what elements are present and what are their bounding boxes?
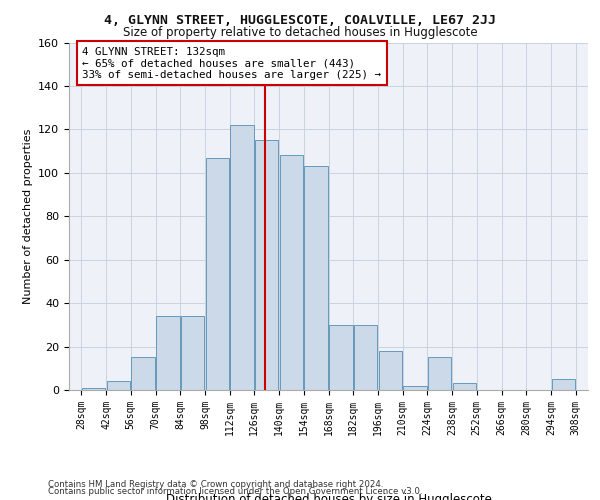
Bar: [230, 125, 254, 390]
Text: Size of property relative to detached houses in Hugglescote: Size of property relative to detached ho…: [122, 26, 478, 39]
Text: 4 GLYNN STREET: 132sqm
← 65% of detached houses are smaller (443)
33% of semi-de: 4 GLYNN STREET: 132sqm ← 65% of detached…: [82, 47, 381, 80]
Text: Contains HM Land Registry data © Crown copyright and database right 2024.: Contains HM Land Registry data © Crown c…: [48, 480, 383, 489]
Bar: [156, 316, 179, 390]
Y-axis label: Number of detached properties: Number of detached properties: [23, 128, 32, 304]
Bar: [551, 379, 575, 390]
Bar: [206, 158, 229, 390]
Bar: [428, 358, 451, 390]
X-axis label: Distribution of detached houses by size in Hugglescote: Distribution of detached houses by size …: [166, 494, 491, 500]
Bar: [304, 166, 328, 390]
Bar: [131, 358, 155, 390]
Bar: [107, 382, 130, 390]
Bar: [82, 388, 106, 390]
Bar: [379, 351, 402, 390]
Bar: [280, 156, 303, 390]
Text: 4, GLYNN STREET, HUGGLESCOTE, COALVILLE, LE67 2JJ: 4, GLYNN STREET, HUGGLESCOTE, COALVILLE,…: [104, 14, 496, 27]
Bar: [403, 386, 427, 390]
Bar: [255, 140, 278, 390]
Bar: [354, 325, 377, 390]
Text: Contains public sector information licensed under the Open Government Licence v3: Contains public sector information licen…: [48, 488, 422, 496]
Bar: [329, 325, 353, 390]
Bar: [181, 316, 204, 390]
Bar: [453, 384, 476, 390]
